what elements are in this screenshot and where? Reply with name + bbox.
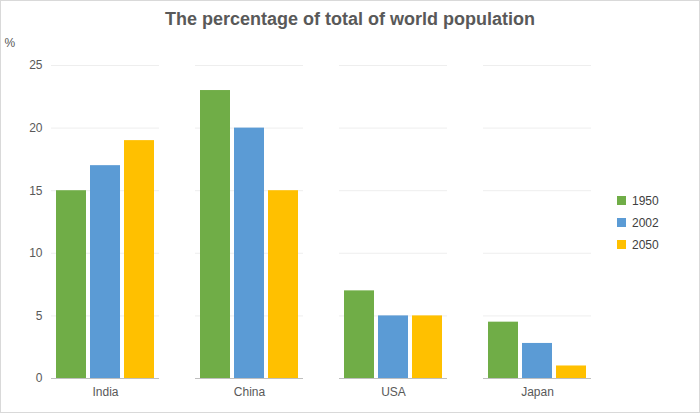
svg-text:India: India (92, 385, 118, 399)
svg-text:Japan: Japan (521, 385, 554, 399)
svg-text:0: 0 (36, 371, 43, 385)
html-text:2002: 2002 (632, 215, 659, 230)
svg-text:15: 15 (29, 184, 43, 198)
html-text:2050: 2050 (632, 237, 659, 252)
svg-text:5: 5 (36, 309, 43, 323)
svg-text:%: % (5, 36, 16, 50)
html-text:The percentage of total of wor: The percentage of total of world populat… (165, 9, 535, 29)
html-text:1950: 1950 (632, 193, 659, 208)
svg-text:China: China (234, 385, 266, 399)
svg-text:25: 25 (29, 58, 43, 72)
svg-text:20: 20 (29, 121, 43, 135)
svg-text:USA: USA (381, 385, 406, 399)
svg-text:10: 10 (29, 246, 43, 260)
